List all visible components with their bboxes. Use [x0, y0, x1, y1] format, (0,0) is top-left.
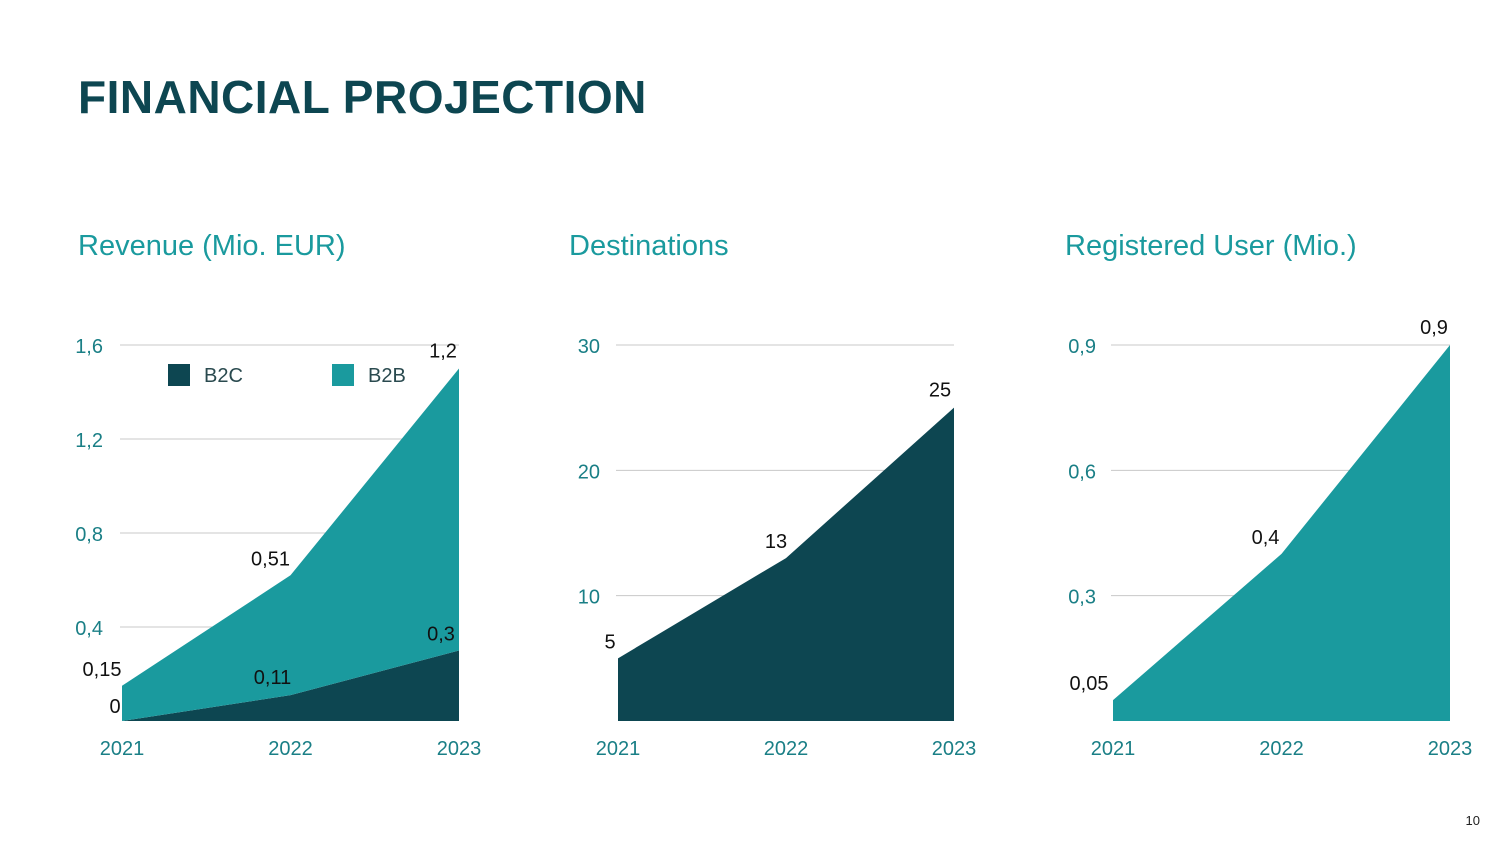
y-tick-label: 30: [578, 336, 600, 358]
data-label: 0: [109, 696, 120, 718]
y-tick-label: 0,9: [1068, 336, 1096, 358]
area-series-b2c: [122, 650, 459, 721]
destinations-chart-title: Destinations: [569, 230, 729, 262]
data-label: 0,11: [254, 667, 291, 689]
data-label: 0,9: [1420, 317, 1448, 339]
page-title: FINANCIAL PROJECTION: [78, 71, 647, 123]
y-tick-label: 10: [578, 587, 600, 609]
y-tick-label: 1,6: [75, 336, 103, 358]
revenue-chart-title: Revenue (Mio. EUR): [78, 230, 346, 262]
data-label: 0,05: [1070, 673, 1109, 695]
area-series-b2b: [122, 368, 459, 721]
x-tick-label: 2021: [1091, 738, 1136, 760]
data-label: 0,3: [427, 624, 455, 646]
data-label: 1,2: [429, 341, 457, 363]
x-tick-label: 2023: [1428, 738, 1473, 760]
area-series-0: [618, 407, 954, 721]
legend-swatch-b2c: [168, 364, 190, 386]
x-tick-label: 2021: [100, 738, 145, 760]
registered-user-chart-title: Registered User (Mio.): [1065, 230, 1357, 262]
legend-label: B2C: [204, 365, 243, 387]
x-tick-label: 2022: [764, 738, 809, 760]
data-label: 25: [929, 380, 951, 402]
x-tick-label: 2023: [437, 738, 482, 760]
data-label: 5: [604, 631, 615, 653]
y-tick-label: 0,4: [75, 618, 103, 640]
data-label: 0,4: [1252, 527, 1280, 549]
x-tick-label: 2022: [1259, 738, 1304, 760]
area-series-0: [1113, 345, 1450, 721]
legend-swatch-b2b: [332, 364, 354, 386]
data-label: 13: [765, 531, 787, 553]
data-label: 0,15: [83, 659, 122, 681]
data-label: 0,51: [251, 548, 290, 570]
y-tick-label: 0,3: [1068, 587, 1096, 609]
x-tick-label: 2021: [596, 738, 641, 760]
y-tick-label: 0,8: [75, 524, 103, 546]
page-number: 10: [1465, 813, 1480, 828]
legend-label: B2B: [368, 365, 406, 387]
x-tick-label: 2022: [268, 738, 313, 760]
y-tick-label: 0,6: [1068, 461, 1096, 483]
y-tick-label: 20: [578, 461, 600, 483]
x-tick-label: 2023: [932, 738, 977, 760]
y-tick-label: 1,2: [75, 430, 103, 452]
